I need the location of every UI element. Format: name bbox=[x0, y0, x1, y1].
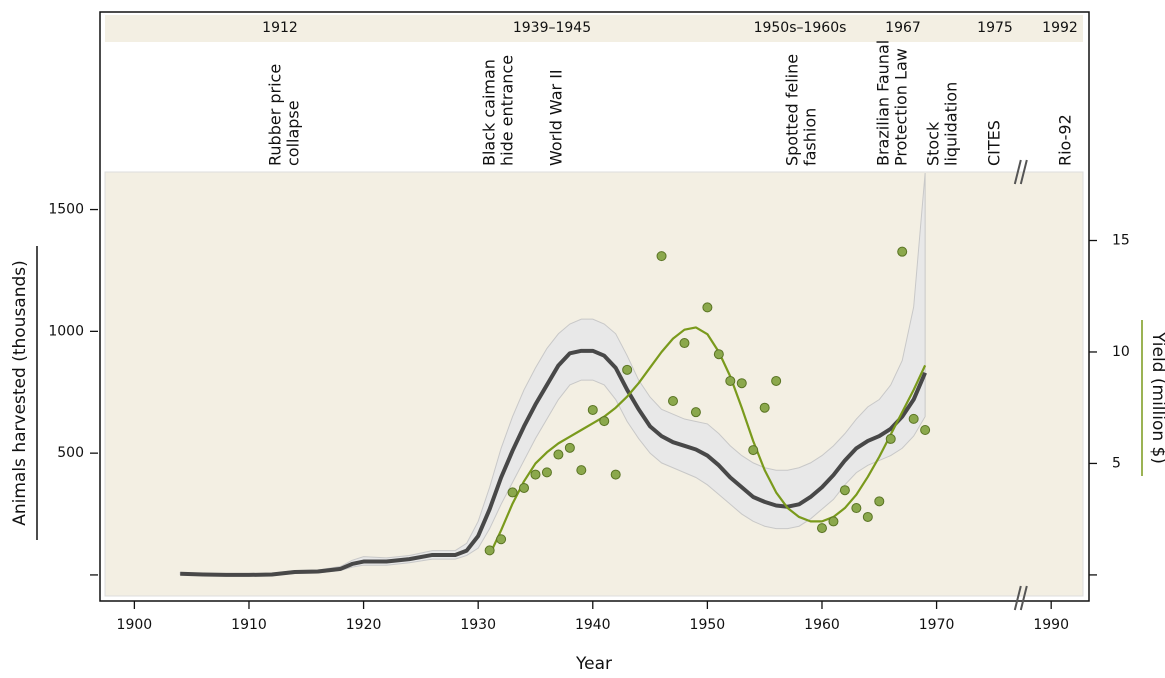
data-point bbox=[553, 449, 564, 460]
x-tick-label: 1910 bbox=[231, 617, 267, 633]
data-point bbox=[599, 416, 610, 427]
data-point bbox=[622, 364, 633, 375]
y2-axis-label: Yield (million $) bbox=[1148, 331, 1165, 464]
data-point bbox=[748, 445, 759, 456]
data-point bbox=[713, 349, 724, 360]
x-tick-label: 1930 bbox=[460, 617, 496, 633]
data-point bbox=[816, 523, 827, 534]
event-label: Stock bbox=[924, 121, 943, 166]
data-point bbox=[839, 485, 850, 496]
x-tick-label: 1990 bbox=[1033, 617, 1069, 633]
period-label: 1967 bbox=[885, 20, 921, 36]
data-point bbox=[679, 338, 690, 349]
event-label: Spotted feline bbox=[783, 54, 802, 166]
data-point bbox=[656, 251, 667, 262]
period-label: 1939–1945 bbox=[513, 20, 591, 36]
event-label: liquidation bbox=[942, 82, 961, 166]
series-line bbox=[180, 348, 927, 577]
data-point bbox=[484, 545, 495, 556]
axis-break bbox=[1019, 159, 1028, 185]
data-point bbox=[897, 246, 908, 257]
event-label: Brazilian Faunal bbox=[874, 40, 893, 166]
data-point bbox=[530, 469, 541, 480]
data-point bbox=[851, 503, 862, 514]
period-label: 1950s–1960s bbox=[754, 20, 847, 36]
data-point bbox=[668, 396, 679, 407]
y-tick-label: 1500 bbox=[48, 202, 84, 218]
data-point bbox=[507, 487, 518, 498]
x-tick-label: 1900 bbox=[117, 617, 153, 633]
data-point bbox=[908, 413, 919, 424]
y2-tick-label: 15 bbox=[1112, 233, 1130, 249]
series-line bbox=[488, 326, 927, 556]
event-label: hide entrance bbox=[498, 55, 517, 166]
data-point bbox=[885, 433, 896, 444]
event-label: World War II bbox=[547, 69, 566, 166]
period-band bbox=[105, 15, 1083, 42]
event-label: fashion bbox=[801, 108, 820, 166]
data-point bbox=[519, 482, 530, 493]
data-point bbox=[828, 516, 839, 527]
event-label: Rubber price bbox=[266, 64, 285, 166]
frame bbox=[99, 11, 1090, 602]
data-point bbox=[690, 407, 701, 418]
data-point bbox=[587, 404, 598, 415]
period-label: 1975 bbox=[977, 20, 1013, 36]
x-tick-label: 1970 bbox=[919, 617, 955, 633]
data-point bbox=[725, 375, 736, 386]
event-label: collapse bbox=[284, 100, 303, 166]
x-tick-label: 1940 bbox=[575, 617, 611, 633]
x-tick-label: 1960 bbox=[804, 617, 840, 633]
event-label: CITES bbox=[985, 120, 1004, 166]
data-point bbox=[920, 425, 931, 436]
event-label: Protection Law bbox=[892, 48, 911, 166]
period-label: 1912 bbox=[262, 20, 298, 36]
event-label: Rio-92 bbox=[1056, 114, 1075, 166]
data-point bbox=[771, 375, 782, 386]
y-axis-label: Animals harvested (thousands) bbox=[10, 260, 30, 526]
x-tick-label: 1920 bbox=[346, 617, 382, 633]
y2-tick-label: 10 bbox=[1112, 344, 1130, 360]
axis-break bbox=[1019, 585, 1028, 611]
data-point bbox=[736, 378, 747, 389]
data-point bbox=[610, 469, 621, 480]
data-point bbox=[759, 402, 770, 413]
event-label: Black caiman bbox=[480, 59, 499, 166]
data-point bbox=[862, 511, 873, 522]
y-tick-label: 500 bbox=[57, 445, 84, 461]
data-point bbox=[576, 465, 587, 476]
data-point bbox=[564, 442, 575, 453]
axis-break bbox=[1013, 585, 1022, 611]
x-tick-label: 1950 bbox=[690, 617, 726, 633]
data-point bbox=[496, 534, 507, 545]
x-axis-label: Year bbox=[575, 654, 612, 674]
data-point bbox=[541, 467, 552, 478]
plot-area bbox=[104, 171, 1084, 597]
period-label: 1992 bbox=[1042, 20, 1078, 36]
data-point bbox=[702, 302, 713, 313]
y-tick-label: 1000 bbox=[48, 323, 84, 339]
axis-break bbox=[1013, 159, 1022, 185]
y2-tick-label: 5 bbox=[1112, 455, 1121, 471]
data-point bbox=[874, 496, 885, 507]
